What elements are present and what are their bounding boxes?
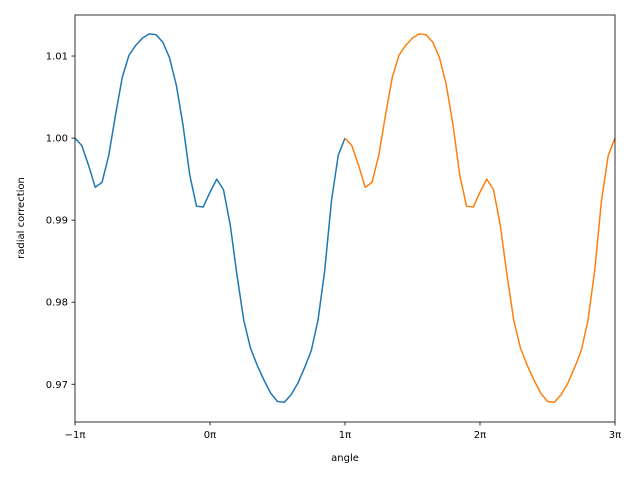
line-series (74, 33, 346, 404)
x-tick-label: 0π (204, 430, 216, 441)
y-tick-label: 1.01 (46, 52, 68, 63)
line-series (344, 33, 616, 404)
y-tick-label: 0.98 (46, 298, 68, 309)
y-tick-label: 0.97 (46, 380, 68, 391)
x-tick-label: 2π (474, 430, 486, 441)
y-tick-label: 1.00 (46, 134, 68, 145)
y-axis-label: radial correction (16, 177, 27, 259)
x-tick-label: 3π (609, 430, 621, 441)
x-tick-label: −1π (65, 430, 86, 441)
plot-frame (74, 14, 616, 423)
y-tick-label: 0.99 (46, 216, 68, 227)
x-tick-label: 1π (339, 430, 351, 441)
x-axis-label: angle (331, 453, 359, 464)
